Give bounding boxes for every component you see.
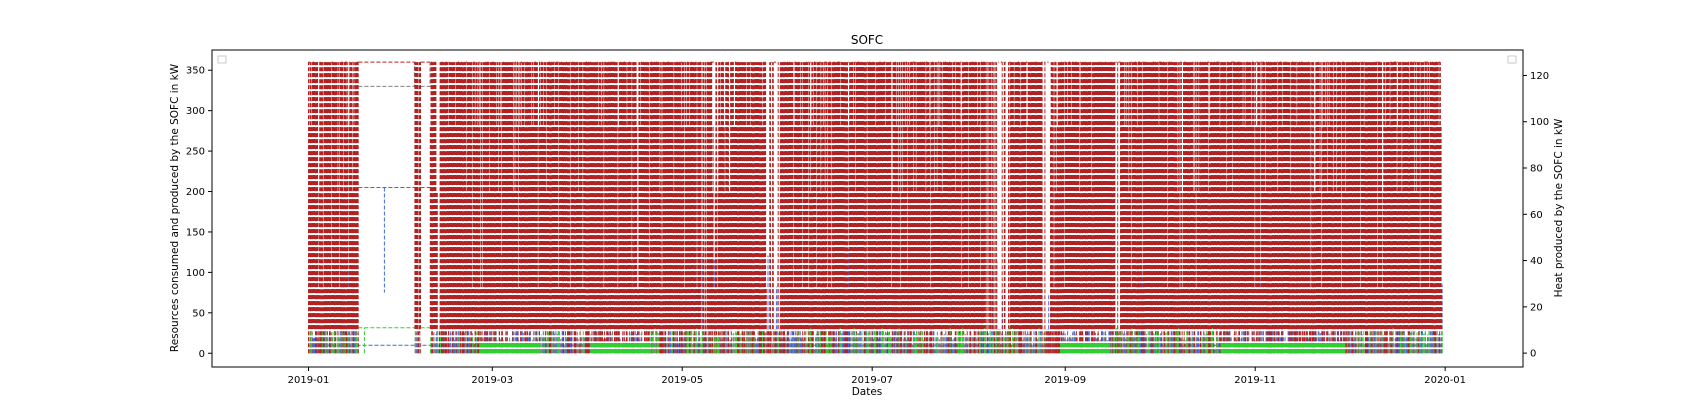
- y-tick-label: 150: [186, 227, 205, 238]
- y2-tick-label: 0: [1530, 349, 1536, 360]
- legend-left: [217, 55, 227, 64]
- y-tick-label: 0: [199, 349, 205, 360]
- y-axis-title: Resources consumed and produced by the S…: [169, 63, 181, 352]
- y-tick-label: 350: [186, 66, 205, 77]
- y2-tick-label: 40: [1530, 256, 1543, 267]
- x-tick-label: 2019-03: [471, 375, 513, 386]
- y2-tick-label: 60: [1530, 210, 1543, 221]
- chart-title: SOFC: [851, 33, 883, 47]
- y-tick-label: 50: [192, 308, 205, 319]
- y2-tick-label: 100: [1530, 117, 1549, 128]
- plot-lines: [308, 61, 1443, 354]
- x-tick-label: 2019-05: [661, 375, 703, 386]
- plot-frame: [211, 49, 1524, 368]
- y-tick-label: 200: [186, 187, 205, 198]
- axes: 2019-01 2019-03 2019-05 2019-07 2019-09 2019-…: [186, 66, 1549, 386]
- y-tick-label: 250: [186, 147, 205, 158]
- y2-tick-label: 80: [1530, 164, 1543, 175]
- y2-tick-label: 120: [1530, 71, 1549, 82]
- x-tick-label: 2019-09: [1044, 375, 1086, 386]
- x-tick-label: 2019-07: [851, 375, 893, 386]
- legend-right: [1507, 55, 1517, 64]
- x-axis-title: Dates: [852, 386, 883, 398]
- y-tick-label: 100: [186, 268, 205, 279]
- series-green-line: [309, 327, 1443, 354]
- x-tick-label: 2020-01: [1424, 375, 1466, 386]
- series-red-line: [308, 61, 1443, 354]
- y2-tick-label: 20: [1530, 302, 1543, 313]
- y-tick-label: 300: [186, 106, 205, 117]
- y2-axis-title: Heat produced by the SOFC in kW: [1553, 118, 1565, 297]
- x-tick-label: 2019-01: [288, 375, 330, 386]
- x-tick-label: 2019-11: [1234, 375, 1276, 386]
